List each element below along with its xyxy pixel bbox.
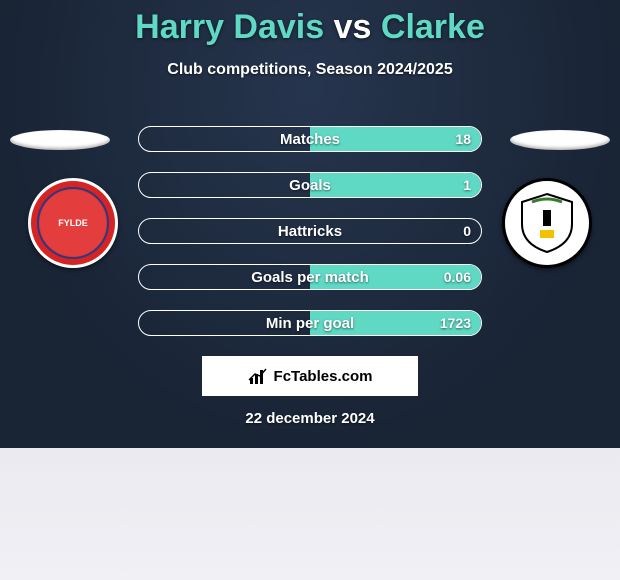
player-b-name: Clarke — [381, 8, 485, 46]
brand-box[interactable]: FcTables.com — [201, 355, 419, 397]
stat-row-goals-per-match: Goals per match 0.06 — [138, 264, 482, 290]
stat-right-value: 1723 — [440, 311, 471, 335]
subtitle: Club competitions, Season 2024/2025 — [0, 61, 620, 79]
stat-row-matches: Matches 18 — [138, 126, 482, 152]
stat-row-min-per-goal: Min per goal 1723 — [138, 310, 482, 336]
left-oval-decoration — [10, 130, 110, 150]
comparison-panel: Harry Davis vs Clarke Club competitions,… — [0, 0, 620, 448]
club-crest-right — [502, 178, 592, 268]
stat-right-value: 0 — [463, 219, 471, 243]
right-oval-decoration — [510, 130, 610, 150]
club-crest-left: FYLDE — [28, 178, 118, 268]
stat-row-hattricks: Hattricks 0 — [138, 218, 482, 244]
brand-name: FcTables.com — [274, 368, 373, 385]
stat-row-goals: Goals 1 — [138, 172, 482, 198]
page: Harry Davis vs Clarke Club competitions,… — [0, 0, 620, 580]
shield-icon — [514, 190, 580, 256]
stat-label: Goals — [139, 173, 481, 197]
stat-right-value: 18 — [455, 127, 471, 151]
page-title: Harry Davis vs Clarke — [0, 8, 620, 47]
stat-right-value: 0.06 — [444, 265, 471, 289]
stat-label: Matches — [139, 127, 481, 151]
stat-label: Hattricks — [139, 219, 481, 243]
stats-container: Matches 18 Goals 1 Hattricks 0 — [138, 126, 482, 356]
date-text: 22 december 2024 — [0, 410, 620, 427]
stat-label: Goals per match — [139, 265, 481, 289]
crest-left-label: FYLDE — [58, 218, 88, 228]
bar-chart-icon — [248, 366, 268, 386]
vs-text: vs — [334, 8, 372, 46]
stat-right-value: 1 — [463, 173, 471, 197]
stat-label: Min per goal — [139, 311, 481, 335]
player-a-name: Harry Davis — [135, 8, 324, 46]
